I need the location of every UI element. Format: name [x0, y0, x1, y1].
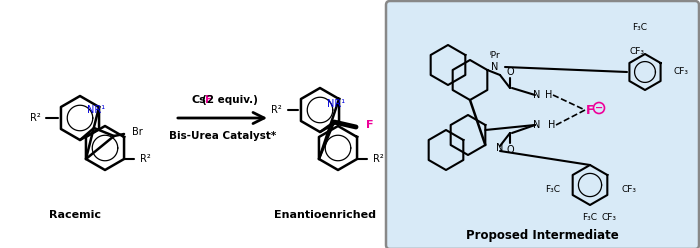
Text: Racemic: Racemic	[49, 210, 101, 220]
Text: (2 equiv.): (2 equiv.)	[202, 95, 258, 105]
Text: CF₃: CF₃	[602, 213, 617, 221]
Text: F: F	[204, 95, 212, 105]
Text: O: O	[506, 67, 514, 77]
FancyBboxPatch shape	[386, 1, 699, 248]
Text: Br: Br	[132, 127, 143, 137]
Text: F₃C: F₃C	[633, 24, 648, 32]
Text: Cs: Cs	[191, 95, 206, 105]
Text: Enantioenriched: Enantioenriched	[274, 210, 376, 220]
Text: N: N	[491, 62, 498, 72]
Text: N: N	[533, 90, 540, 100]
Text: ⁱPr: ⁱPr	[490, 51, 500, 60]
Text: Proposed Intermediate: Proposed Intermediate	[466, 228, 619, 242]
Text: NR¹: NR¹	[87, 105, 105, 115]
Text: NR¹: NR¹	[327, 99, 345, 109]
Text: R²: R²	[30, 113, 41, 123]
Text: O: O	[506, 145, 514, 155]
Text: H: H	[548, 120, 556, 130]
Text: F: F	[586, 103, 594, 117]
Text: −: −	[595, 103, 603, 113]
Text: F₃C: F₃C	[545, 186, 560, 194]
Text: R²: R²	[272, 105, 282, 115]
Text: F₃C: F₃C	[582, 213, 598, 221]
Text: R²: R²	[140, 154, 150, 164]
Text: N: N	[496, 143, 504, 153]
Text: R²: R²	[373, 154, 384, 164]
Text: CF₃: CF₃	[629, 48, 645, 57]
Text: H: H	[545, 90, 553, 100]
Text: CF₃: CF₃	[673, 67, 688, 76]
Text: N: N	[533, 120, 540, 130]
Text: CF₃: CF₃	[622, 186, 637, 194]
Text: Bis-Urea Catalyst*: Bis-Urea Catalyst*	[169, 131, 276, 141]
Text: F: F	[366, 120, 374, 130]
